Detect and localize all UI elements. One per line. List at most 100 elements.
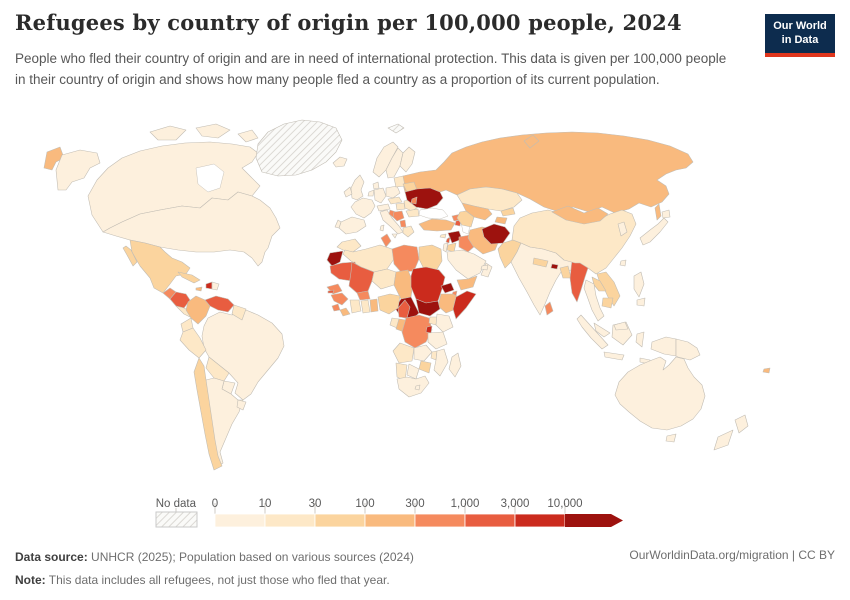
country-malaysia[interactable] xyxy=(593,322,611,338)
country-united-states[interactable] xyxy=(55,149,101,191)
country-cambodia[interactable] xyxy=(601,297,614,309)
country-egypt[interactable] xyxy=(418,244,443,272)
country-israel[interactable] xyxy=(442,242,449,253)
country-burkina-faso[interactable] xyxy=(356,290,371,301)
country-guinea[interactable] xyxy=(330,292,349,306)
country-brazil[interactable] xyxy=(201,309,285,401)
country-indonesia[interactable] xyxy=(603,351,625,361)
legend-bin-5[interactable] xyxy=(414,513,466,528)
legend-bin-7[interactable] xyxy=(514,513,566,528)
country-cote-divoire[interactable] xyxy=(349,299,362,314)
country-malaysia[interactable] xyxy=(613,321,629,331)
country-bulgaria[interactable] xyxy=(405,208,420,218)
country-zambia[interactable] xyxy=(413,344,433,362)
country-algeria[interactable] xyxy=(342,244,395,273)
country-poland[interactable] xyxy=(385,185,401,199)
country-ireland[interactable] xyxy=(343,186,353,198)
legend-bin-4[interactable] xyxy=(364,513,416,528)
owid-logo[interactable]: Our World in Data xyxy=(765,14,835,57)
country-norway[interactable] xyxy=(372,141,399,178)
country-somalia[interactable] xyxy=(452,290,477,320)
country-colombia[interactable] xyxy=(185,295,211,325)
country-cameroon[interactable] xyxy=(397,299,411,319)
country-yemen[interactable] xyxy=(456,275,478,291)
country-botswana[interactable] xyxy=(406,363,420,380)
country-turkey[interactable] xyxy=(418,218,456,232)
country-cuba[interactable] xyxy=(177,271,201,284)
country-russia[interactable] xyxy=(654,203,662,221)
country-czechia[interactable] xyxy=(387,196,403,205)
country-jordan[interactable] xyxy=(446,242,457,253)
country-japan[interactable] xyxy=(661,209,671,219)
country-svalbard[interactable] xyxy=(387,123,405,134)
country-moldova[interactable] xyxy=(410,196,418,205)
country-united-arab-emirates[interactable] xyxy=(480,264,489,271)
country-eritrea[interactable] xyxy=(440,282,455,294)
country-thailand[interactable] xyxy=(583,279,605,322)
country-south-africa[interactable] xyxy=(396,375,430,398)
country-nepal[interactable] xyxy=(532,257,549,268)
country-ghana[interactable] xyxy=(360,299,371,314)
country-italy[interactable] xyxy=(391,233,398,239)
legend-bin-3[interactable] xyxy=(314,513,366,528)
country-chad[interactable] xyxy=(393,269,414,300)
country-mexico[interactable] xyxy=(122,245,138,267)
country-philippines[interactable] xyxy=(636,297,646,307)
country-gambia[interactable] xyxy=(327,289,335,294)
country-madagascar[interactable] xyxy=(448,352,462,378)
country-indonesia[interactable] xyxy=(650,336,677,357)
country-guyana[interactable] xyxy=(231,304,247,321)
country-sierra-leone[interactable] xyxy=(331,303,341,312)
country-mozambique[interactable] xyxy=(433,348,449,377)
country-chile[interactable] xyxy=(193,357,223,471)
country-liberia[interactable] xyxy=(339,307,351,317)
country-finland[interactable] xyxy=(399,146,416,173)
country-cyprus[interactable] xyxy=(439,233,447,239)
world-map[interactable] xyxy=(15,112,835,490)
country-iceland[interactable] xyxy=(332,156,348,168)
country-dominican-republic[interactable] xyxy=(211,281,220,291)
country-jamaica[interactable] xyxy=(195,286,203,292)
country-hungary[interactable] xyxy=(395,202,406,211)
country-canada[interactable] xyxy=(237,129,259,143)
country-japan[interactable] xyxy=(639,217,669,246)
country-lesotho[interactable] xyxy=(414,384,421,391)
country-burundi[interactable] xyxy=(425,325,433,334)
country-united-kingdom[interactable] xyxy=(350,174,365,201)
country-south-korea[interactable] xyxy=(617,221,628,237)
country-canada[interactable] xyxy=(195,123,231,139)
country-tunisia[interactable] xyxy=(380,233,392,248)
country-austria[interactable] xyxy=(376,203,391,212)
country-morocco[interactable] xyxy=(336,238,362,253)
country-haiti[interactable] xyxy=(205,281,213,290)
country-tajikistan[interactable] xyxy=(494,216,508,225)
legend-bin-1[interactable] xyxy=(214,513,266,528)
country-saudi-arabia[interactable] xyxy=(446,249,487,280)
country-russia[interactable] xyxy=(523,134,540,149)
country-togo-benin[interactable] xyxy=(369,298,379,313)
country-canada[interactable] xyxy=(149,125,187,141)
country-greenland[interactable] xyxy=(255,119,343,177)
country-libya[interactable] xyxy=(391,244,420,273)
country-denmark[interactable] xyxy=(372,181,380,190)
country-new-zealand[interactable] xyxy=(713,429,734,451)
country-papua-new-guinea[interactable] xyxy=(675,338,701,361)
country-spain[interactable] xyxy=(338,216,367,235)
country-afghanistan[interactable] xyxy=(481,223,511,245)
country-albania[interactable] xyxy=(399,219,407,228)
country-indonesia[interactable] xyxy=(635,331,645,348)
country-dr-congo[interactable] xyxy=(401,314,433,349)
country-tanzania[interactable] xyxy=(427,331,448,350)
country-australia[interactable] xyxy=(614,356,706,431)
country-germany[interactable] xyxy=(373,187,387,204)
country-russia[interactable] xyxy=(402,131,694,214)
country-fiji[interactable] xyxy=(762,367,771,374)
country-serbia[interactable] xyxy=(392,210,405,222)
legend-bin-2[interactable] xyxy=(264,513,316,528)
country-new-zealand[interactable] xyxy=(734,414,749,434)
country-indonesia[interactable] xyxy=(576,314,609,350)
country-mongolia[interactable] xyxy=(551,205,609,225)
country-taiwan[interactable] xyxy=(619,259,627,267)
country-portugal[interactable] xyxy=(334,219,342,229)
country-zimbabwe[interactable] xyxy=(418,360,432,374)
